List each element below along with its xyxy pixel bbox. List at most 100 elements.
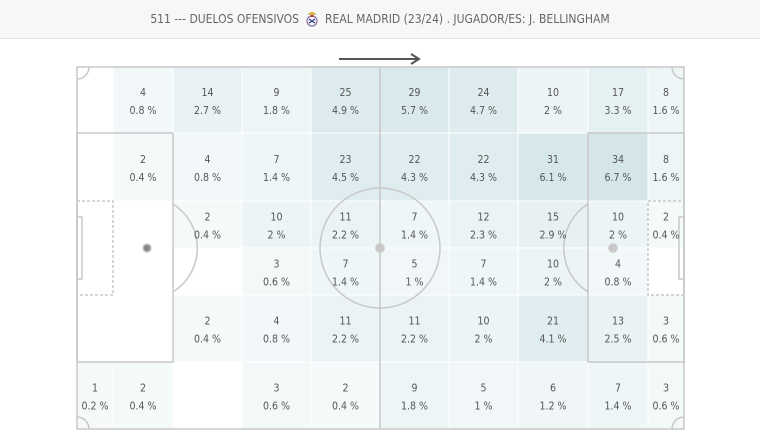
cell-percent-label: 1.4 % <box>263 172 290 184</box>
cell-count-label: 10 <box>547 87 559 99</box>
cell-count-label: 11 <box>339 212 351 224</box>
heatmap-cell <box>449 248 518 295</box>
cell-count-label: 2 <box>342 383 348 395</box>
heatmap-cell <box>380 201 449 248</box>
heatmap-cell <box>648 295 684 362</box>
cell-percent-label: 2 % <box>544 105 562 117</box>
center-spot <box>375 243 385 253</box>
cell-percent-label: 2 % <box>268 230 286 242</box>
cell-percent-label: 2.3 % <box>470 230 497 242</box>
heatmap-cell <box>173 133 242 201</box>
heatmap-cell <box>242 362 311 429</box>
cell-count-label: 10 <box>612 212 624 224</box>
cell-percent-label: 1.4 % <box>605 401 632 413</box>
cell-count-label: 7 <box>480 259 486 271</box>
cell-percent-label: 2.5 % <box>605 334 632 346</box>
cell-count-label: 7 <box>342 259 348 271</box>
cell-count-label: 11 <box>339 316 351 328</box>
cell-percent-label: 0.6 % <box>263 401 290 413</box>
cell-count-label: 17 <box>612 87 624 99</box>
cell-percent-label: 2.2 % <box>401 334 428 346</box>
heatmap-cell <box>518 248 588 295</box>
corner-arc-bottom-left <box>76 416 90 430</box>
cell-percent-label: 2 % <box>544 277 562 289</box>
heatmap-cell <box>588 201 648 248</box>
cell-percent-label: 0.4 % <box>130 401 157 413</box>
heatmap-cell <box>242 201 311 248</box>
cell-count-label: 10 <box>477 316 489 328</box>
corner-arc-bottom-right <box>671 416 685 430</box>
cell-percent-label: 1.2 % <box>540 401 567 413</box>
cell-percent-label: 4.3 % <box>470 172 497 184</box>
heatmap-cell <box>380 248 449 295</box>
cell-count-label: 2 <box>204 316 210 328</box>
pitch-lines <box>76 66 685 430</box>
cell-percent-label: 2.2 % <box>332 334 359 346</box>
cell-percent-label: 2.2 % <box>332 230 359 242</box>
heatmap-cell <box>588 362 648 429</box>
cell-percent-label: 3.3 % <box>605 105 632 117</box>
cell-count-label: 6 <box>550 383 556 395</box>
cell-percent-label: 0.4 % <box>130 172 157 184</box>
heatmap-cell <box>518 362 588 429</box>
left-goal <box>76 216 83 280</box>
cell-percent-label: 4.5 % <box>332 172 359 184</box>
cell-count-label: 14 <box>201 87 213 99</box>
heatmap-cell <box>518 133 588 201</box>
heatmap-cell <box>173 295 242 362</box>
cell-percent-label: 6.7 % <box>605 172 632 184</box>
cell-count-label: 1 <box>92 383 98 395</box>
heatmap-cell <box>518 67 588 133</box>
heatmap-cell <box>113 133 173 201</box>
heatmap-cell <box>311 67 380 133</box>
cell-percent-label: 1.6 % <box>653 105 680 117</box>
left-penalty-spot <box>142 243 152 253</box>
cell-percent-label: 2 % <box>475 334 493 346</box>
cell-count-label: 10 <box>547 259 559 271</box>
heatmap-cell <box>113 67 173 133</box>
heatmap-cell <box>380 133 449 201</box>
heatmap-cell <box>242 248 311 295</box>
cell-percent-label: 1.8 % <box>401 401 428 413</box>
cell-count-label: 29 <box>408 87 420 99</box>
cell-percent-label: 0.4 % <box>653 230 680 242</box>
cell-count-label: 15 <box>547 212 559 224</box>
cell-count-label: 22 <box>477 154 489 166</box>
cell-count-label: 4 <box>615 259 621 271</box>
cell-count-label: 25 <box>339 87 351 99</box>
right-penalty-arc <box>562 203 589 293</box>
cell-percent-label: 1.6 % <box>653 172 680 184</box>
cell-count-label: 9 <box>273 87 279 99</box>
cell-percent-label: 1 % <box>406 277 424 289</box>
cell-percent-label: 2 % <box>609 230 627 242</box>
cell-count-label: 3 <box>273 259 279 271</box>
cell-count-label: 3 <box>273 383 279 395</box>
cell-count-label: 12 <box>477 212 489 224</box>
heatmap-cell <box>311 295 380 362</box>
cell-percent-label: 5.7 % <box>401 105 428 117</box>
heatmap-cell <box>242 67 311 133</box>
heatmap-cell <box>449 295 518 362</box>
cell-percent-label: 2.9 % <box>540 230 567 242</box>
cell-count-label: 2 <box>140 154 146 166</box>
cell-count-label: 4 <box>140 87 146 99</box>
cell-percent-label: 4.9 % <box>332 105 359 117</box>
cell-percent-label: 4.3 % <box>401 172 428 184</box>
cell-count-label: 9 <box>411 383 417 395</box>
heatmap-cell <box>449 133 518 201</box>
cell-count-label: 22 <box>408 154 420 166</box>
heatmap-cell <box>173 201 242 248</box>
heatmap-cell <box>449 201 518 248</box>
heatmap-cell <box>311 248 380 295</box>
cell-count-label: 23 <box>339 154 351 166</box>
real-madrid-crest-icon <box>306 12 318 27</box>
heatmap-cell <box>588 133 648 201</box>
corner-arc-top-left <box>76 66 90 80</box>
cell-percent-label: 0.6 % <box>653 334 680 346</box>
cell-count-label: 5 <box>411 259 417 271</box>
cell-count-label: 8 <box>663 154 669 166</box>
heatmap-cell <box>588 295 648 362</box>
cell-count-label: 21 <box>547 316 559 328</box>
cell-count-label: 34 <box>612 154 624 166</box>
title-prefix: 511 --- DUELOS OFENSIVOS <box>150 12 300 26</box>
